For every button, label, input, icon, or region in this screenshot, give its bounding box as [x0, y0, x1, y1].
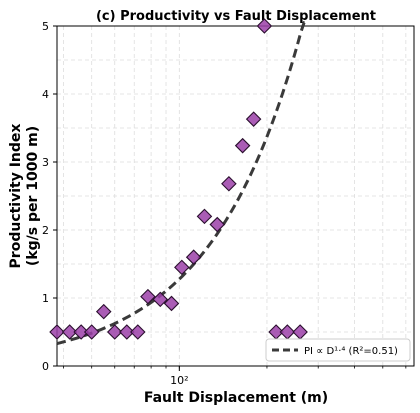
axes	[53, 25, 415, 371]
data-point	[83, 324, 100, 340]
data-point	[221, 175, 237, 192]
data-point	[119, 324, 135, 340]
y-axis-label-line-1: Productivity Index	[8, 124, 24, 269]
data-point	[209, 216, 226, 233]
y-tick-label: 3	[42, 156, 49, 169]
data-point	[95, 303, 112, 320]
data-point	[49, 324, 65, 340]
data-point	[73, 324, 89, 340]
y-tick-label: 0	[42, 360, 49, 373]
tick-labels: 0 1 2 3 4 5 10²	[42, 20, 189, 387]
scatter-points	[49, 18, 308, 340]
y-tick-label: 1	[42, 292, 49, 305]
legend-fit-label: PI ∝ D¹·⁴ (R²=0.51)	[304, 346, 398, 357]
fit-line	[56, 21, 308, 346]
grid	[57, 25, 414, 367]
y-axis-label: Productivity Index (kg/s per 1000 m)	[8, 124, 41, 269]
y-axis-label-line-2: (kg/s per 1000 m)	[25, 126, 41, 266]
data-point	[152, 291, 169, 308]
data-point	[279, 324, 296, 340]
data-point	[106, 324, 123, 340]
y-tick-label: 2	[42, 224, 49, 237]
data-point	[163, 295, 180, 312]
data-point	[196, 208, 213, 225]
plot-frame	[56, 25, 415, 367]
y-tick-label: 4	[42, 88, 49, 101]
data-point	[185, 249, 202, 265]
data-point	[234, 137, 251, 154]
fit-line-group	[56, 21, 308, 346]
data-point	[61, 324, 78, 340]
data-point	[140, 288, 156, 305]
data-point	[130, 324, 146, 340]
x-tick-label: 10²	[170, 374, 188, 387]
legend: PI ∝ D¹·⁴ (R²=0.51)	[265, 338, 411, 362]
data-point	[256, 18, 273, 34]
legend-box	[265, 338, 411, 362]
chart-title: (c) Productivity vs Fault Displacement	[96, 9, 376, 24]
data-point	[292, 324, 308, 340]
data-point	[245, 111, 262, 127]
x-axis-label: Fault Displacement (m)	[144, 390, 328, 406]
y-tick-label: 5	[42, 20, 49, 33]
data-point	[174, 259, 190, 276]
